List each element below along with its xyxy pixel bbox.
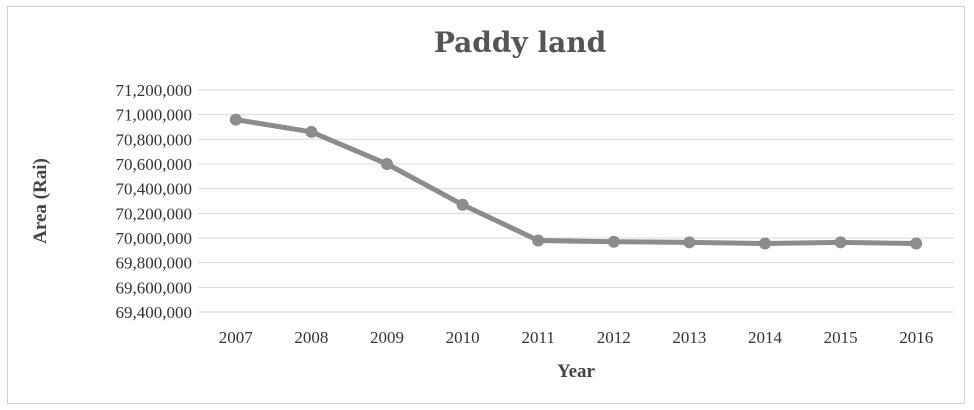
y-tick-label: 70,400,000 [116,180,193,199]
y-tick-label: 70,600,000 [116,155,193,174]
data-point [305,125,318,138]
y-tick-label: 70,000,000 [116,229,193,248]
x-tick-label: 2014 [748,328,783,347]
data-point [759,237,771,250]
x-tick-label: 2010 [446,328,480,347]
gridlines [198,89,954,313]
x-axis-label: Year [557,361,596,382]
data-point [910,237,923,250]
data-point [229,113,242,126]
y-axis-label: Area (Rai) [30,158,51,244]
chart-title: Paddy land [434,26,606,59]
y-tick-label: 71,200,000 [116,81,193,100]
y-tick-label: 70,200,000 [116,204,193,223]
y-tick-label: 69,400,000 [116,303,193,322]
y-axis-ticks: 69,400,000 69,600,000 69,800,000 70,000,000… [116,81,193,322]
y-tick-label: 69,600,000 [116,278,193,297]
data-point [607,235,620,248]
x-tick-label: 2008 [294,328,328,347]
y-tick-label: 71,000,000 [116,106,193,125]
x-tick-label: 2011 [522,328,555,347]
chart-frame [7,6,965,404]
x-tick-label: 2013 [672,328,706,347]
data-point [532,234,545,247]
data-point [456,198,469,211]
series-line [233,117,919,247]
x-tick-label: 2016 [899,328,933,347]
x-tick-label: 2009 [370,328,404,347]
data-point [381,158,393,170]
x-tick-label: 2007 [219,328,254,347]
y-tick-label: 69,800,000 [116,254,193,273]
x-axis-ticks: 2007 2008 2009 2010 2011 2012 2013 2014 2015 2016 [219,328,933,347]
y-tick-label: 70,800,000 [116,130,193,149]
data-point [834,236,847,249]
data-point [683,236,696,249]
x-tick-label: 2015 [824,328,858,347]
series-group [229,113,923,250]
x-tick-label: 2012 [597,328,631,347]
